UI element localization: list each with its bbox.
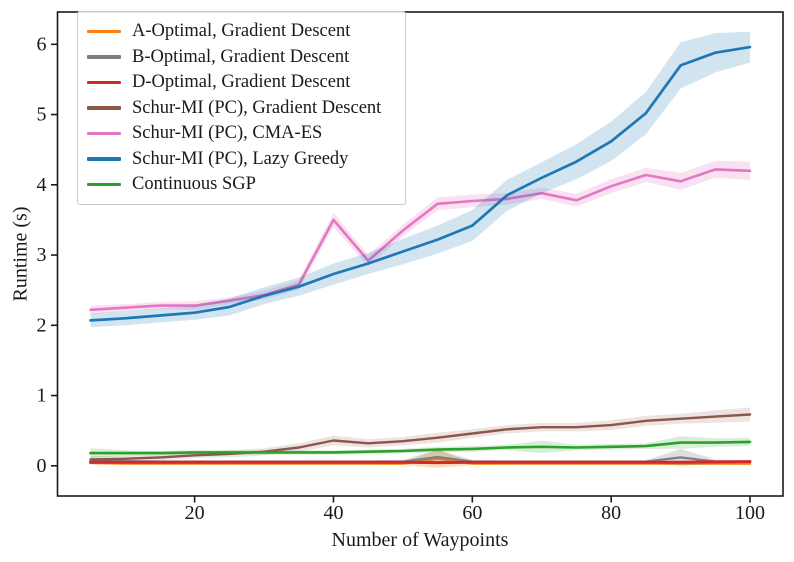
legend-item: B-Optimal, Gradient Descent bbox=[87, 45, 397, 70]
legend-swatch-line bbox=[87, 80, 121, 85]
series-line-3 bbox=[89, 413, 752, 461]
legend-label: Continuous SGP bbox=[132, 174, 256, 195]
legend-label: D-Optimal, Gradient Descent bbox=[132, 72, 351, 93]
series-band-4 bbox=[90, 160, 750, 315]
legend-item: Continuous SGP bbox=[87, 172, 397, 197]
y-tick-label: 4 bbox=[37, 174, 47, 196]
legend-label: Schur-MI (PC), CMA-ES bbox=[132, 123, 323, 144]
legend-swatch-line bbox=[87, 182, 121, 187]
series-line-5 bbox=[89, 45, 752, 322]
legend-swatch-line bbox=[87, 106, 121, 110]
legend-item: Schur-MI (PC), CMA-ES bbox=[87, 121, 397, 146]
legend-label: A-Optimal, Gradient Descent bbox=[132, 21, 351, 42]
y-tick-label: 6 bbox=[37, 33, 47, 55]
legend-item: A-Optimal, Gradient Descent bbox=[87, 19, 397, 44]
x-tick-label: 80 bbox=[601, 502, 621, 524]
legend-item: Schur-MI (PC), Lazy Greedy bbox=[87, 147, 397, 172]
series-line-2 bbox=[89, 460, 752, 465]
y-tick-label: 2 bbox=[37, 314, 47, 336]
legend-label: Schur-MI (PC), Lazy Greedy bbox=[132, 148, 349, 169]
series-line-4 bbox=[89, 168, 752, 312]
legend: A-Optimal, Gradient Descent B-Optimal, Gr… bbox=[77, 11, 406, 205]
y-tick-label: 1 bbox=[37, 385, 47, 407]
series-line-6 bbox=[89, 440, 752, 455]
y-tick-label: 5 bbox=[37, 104, 47, 126]
series-band-3 bbox=[90, 407, 750, 463]
y-tick-label: 3 bbox=[37, 244, 47, 266]
legend-label: B-Optimal, Gradient Descent bbox=[132, 46, 350, 67]
y-axis-title: Runtime (s) bbox=[9, 206, 32, 302]
x-tick-label: 40 bbox=[323, 502, 343, 524]
x-tick-label: 60 bbox=[462, 502, 482, 524]
legend-swatch-line bbox=[87, 131, 121, 136]
legend-label: Schur-MI (PC), Gradient Descent bbox=[132, 97, 382, 118]
legend-item: D-Optimal, Gradient Descent bbox=[87, 70, 397, 95]
y-tick-label: 0 bbox=[37, 455, 47, 477]
legend-swatch-line bbox=[87, 55, 121, 59]
x-tick-label: 100 bbox=[735, 502, 765, 524]
plot-border bbox=[56, 11, 784, 497]
legend-item: Schur-MI (PC), Gradient Descent bbox=[87, 96, 397, 121]
x-axis-title: Number of Waypoints bbox=[331, 529, 509, 551]
legend-swatch-line bbox=[87, 29, 121, 34]
x-tick-label: 20 bbox=[185, 502, 205, 524]
series-band-5 bbox=[90, 31, 750, 328]
legend-swatch-line bbox=[87, 157, 121, 161]
